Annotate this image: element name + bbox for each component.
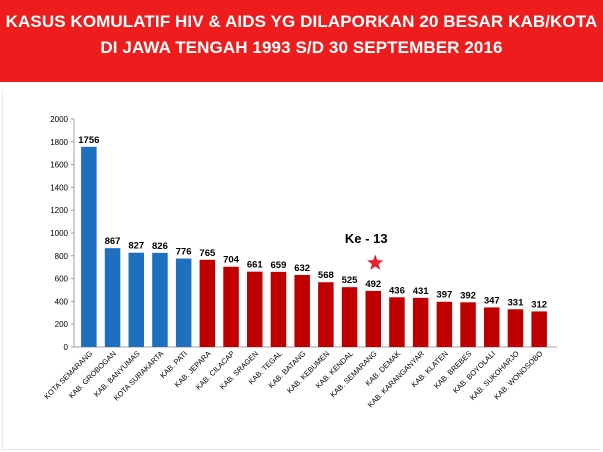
y-tick-label: 1200	[50, 206, 68, 215]
bar	[223, 266, 239, 347]
data-label: 661	[247, 260, 264, 271]
bar	[460, 302, 476, 347]
data-label: 431	[413, 286, 430, 297]
title-banner: KASUS KOMULATIF HIV & AIDS YG DILAPORKAN…	[0, 0, 603, 82]
y-tick-label: 1000	[50, 229, 68, 238]
bar	[152, 252, 168, 347]
bar	[294, 274, 310, 347]
bar	[484, 307, 500, 347]
data-label: 436	[389, 285, 405, 296]
y-tick-label: 1400	[50, 183, 68, 192]
data-label: 776	[176, 247, 192, 258]
bar	[175, 258, 192, 347]
star-icon	[367, 254, 384, 270]
bar	[81, 146, 97, 347]
annotation-text: Ke - 13	[345, 231, 388, 246]
y-tick-label: 600	[55, 275, 69, 284]
data-label: 525	[342, 275, 359, 286]
data-label: 331	[508, 297, 525, 308]
data-label: 632	[294, 263, 310, 274]
bar	[247, 271, 263, 347]
y-tick-label: 0	[64, 343, 69, 352]
data-label: 397	[436, 290, 452, 301]
bar	[531, 311, 547, 347]
data-label: 492	[365, 279, 381, 290]
bar	[436, 301, 453, 347]
bar	[270, 271, 287, 347]
bar	[507, 309, 524, 347]
data-label: 765	[199, 248, 216, 259]
bar	[318, 282, 334, 347]
y-tick-label: 400	[55, 297, 69, 306]
bar	[389, 297, 405, 347]
y-tick-label: 200	[55, 320, 69, 329]
y-axis: 0 200 400 600 800 1000 1200 1400 1600 1800 2000	[50, 115, 557, 352]
bar	[365, 290, 381, 347]
bars	[81, 146, 547, 347]
chart-title-line-1: KASUS KOMULATIF HIV & AIDS YG DILAPORKAN…	[5, 12, 598, 31]
bar	[341, 287, 358, 347]
chart-frame	[2, 90, 600, 450]
data-label: 704	[223, 255, 240, 266]
data-label: 312	[531, 299, 547, 310]
y-tick-label: 1600	[50, 161, 68, 170]
y-tick-label: 2000	[50, 115, 68, 124]
data-label: 659	[271, 260, 287, 271]
data-label: 867	[105, 236, 121, 247]
data-label: 827	[128, 241, 144, 252]
annotation: Ke - 13	[345, 231, 388, 270]
chart-title-line-2: DI JAWA TENGAH 1993 S/D 30 SEPTEMBER 201…	[100, 38, 503, 57]
data-label: 826	[152, 241, 168, 252]
bar	[104, 248, 121, 347]
bar	[128, 252, 144, 347]
data-label: 1756	[78, 135, 99, 146]
bar	[199, 259, 216, 347]
value-labels: 1756 867 827 826 776 765 704 661 659 632 568 525 492…	[78, 135, 547, 311]
y-tick-label: 800	[55, 252, 69, 261]
y-tick-label: 1800	[50, 138, 68, 147]
bar	[412, 297, 429, 347]
data-label: 568	[318, 270, 334, 281]
data-label: 392	[460, 290, 476, 301]
data-label: 347	[484, 295, 500, 306]
